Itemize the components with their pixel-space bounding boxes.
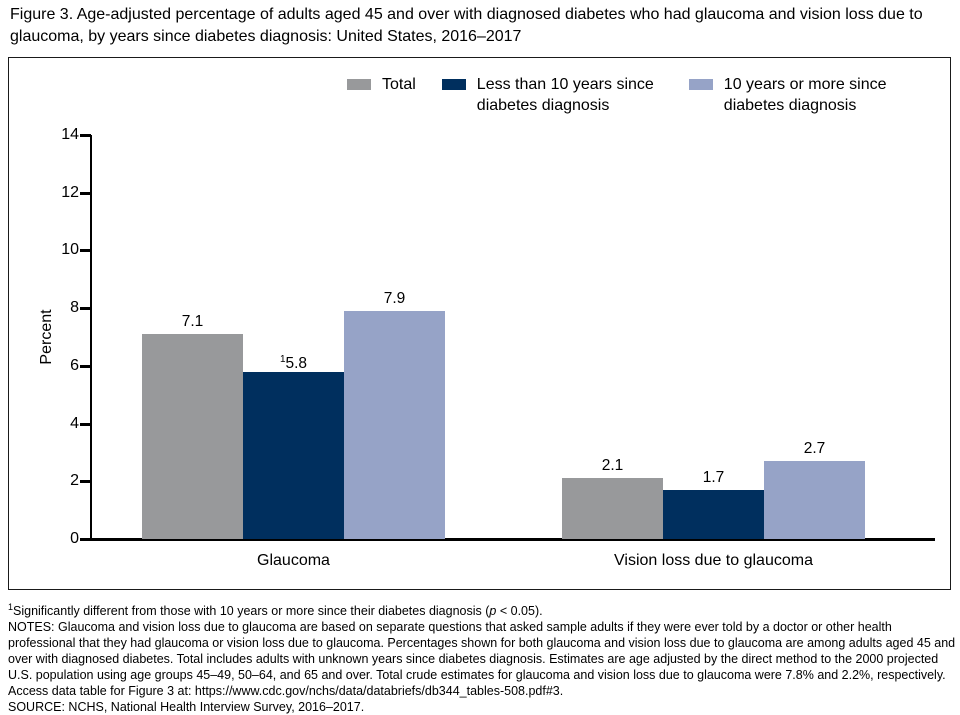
y-tick-label: 8 [70, 299, 79, 317]
bar [344, 311, 445, 539]
legend-swatch [347, 79, 371, 90]
significance-marker: 1 [279, 353, 286, 365]
bar [764, 461, 865, 539]
y-tick-label: 4 [70, 414, 79, 432]
footnote-significance-tail: < 0.05). [496, 604, 543, 619]
category-label: Vision loss due to glaucoma [614, 552, 813, 569]
footnote-notes: NOTES: Glaucoma and vision loss due to g… [8, 620, 956, 699]
legend-label: Less than 10 years since diabetes diagno… [476, 76, 654, 114]
y-tick-label: 2 [70, 472, 79, 490]
y-tick [80, 307, 91, 311]
category-label: Glaucoma [257, 552, 330, 569]
y-axis-label: Percent [38, 309, 55, 365]
y-tick-label: 6 [70, 356, 79, 374]
y-axis-line [90, 135, 92, 541]
footnote-source: SOURCE: NCHS, National Health Interview … [8, 700, 365, 715]
legend-item: 10 years or more since diabetes diagnosi… [688, 74, 910, 116]
y-tick [80, 538, 91, 541]
y-tick-label: 10 [61, 241, 79, 259]
y-tick-label: 0 [70, 530, 79, 547]
x-axis-line [90, 538, 935, 541]
legend-swatch [441, 79, 466, 90]
bar [142, 334, 243, 539]
y-tick [80, 249, 91, 253]
footnote-significance-p: p [489, 604, 497, 619]
legend-item: Total [347, 74, 416, 95]
bar [663, 489, 764, 539]
bar-value-label: 15.8 [279, 353, 308, 372]
footnote-significance-text: Significantly different from those with … [13, 604, 490, 619]
y-tick [80, 191, 91, 195]
bar-value-label: 7.9 [383, 290, 406, 308]
bar-value-label: 1.7 [702, 468, 725, 486]
legend-swatch [688, 79, 713, 90]
bar-value-label: 2.1 [601, 457, 624, 475]
y-tick [80, 134, 91, 137]
y-tick [80, 422, 91, 426]
figure-title: Figure 3. Age-adjusted percentage of adu… [10, 6, 923, 45]
legend: Total Less than 10 years since diabetes d… [347, 74, 910, 116]
y-tick [80, 480, 91, 484]
legend-label: Total [382, 76, 416, 93]
bar [243, 371, 344, 539]
y-tick-label: 14 [61, 126, 79, 143]
bar-value-label: 2.7 [803, 440, 826, 458]
footnote-significance-sup: 1 [8, 602, 14, 612]
chart-frame: Total Less than 10 years since diabetes d… [8, 57, 951, 590]
legend-label: 10 years or more since diabetes diagnosi… [723, 76, 887, 114]
bar-value-label: 7.1 [181, 313, 204, 331]
y-tick [80, 364, 91, 368]
bar [562, 478, 663, 539]
legend-item: Less than 10 years since diabetes diagno… [441, 74, 663, 116]
footnote-significance: 1Significantly different from those with… [8, 599, 956, 619]
y-tick-label: 12 [61, 183, 79, 201]
footnotes: 1Significantly different from those with… [8, 599, 956, 715]
